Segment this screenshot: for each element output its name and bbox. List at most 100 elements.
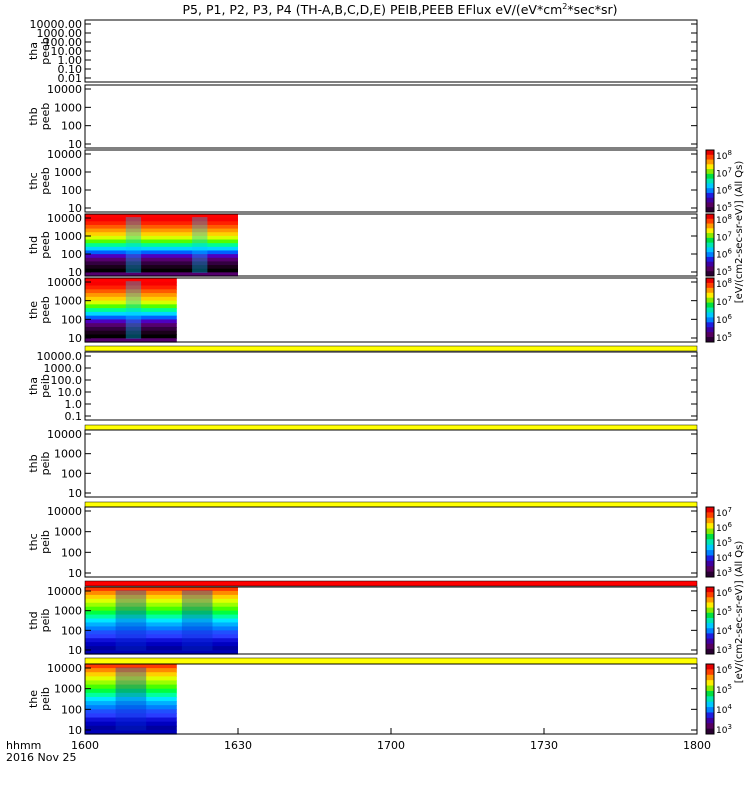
band-yellow — [84, 501, 698, 508]
energy-bin — [85, 642, 238, 647]
colorbar-step — [706, 643, 714, 650]
y-tick-label: 100 — [61, 184, 82, 197]
colorbar-tick-label: 103 — [716, 566, 732, 579]
band-yellow — [84, 424, 698, 431]
energy-bin — [85, 664, 177, 669]
probe-label: thd — [27, 236, 40, 254]
product-label: peib — [39, 452, 52, 476]
energy-bin — [85, 217, 238, 222]
colorbar-frame — [705, 277, 715, 343]
y-tick-label: 10 — [68, 202, 82, 215]
y-tick-label: 10 — [68, 724, 82, 737]
y-tick-label: 100.0 — [51, 374, 83, 387]
panel-label: thb peeb — [27, 103, 52, 131]
energy-bin — [85, 296, 177, 302]
energy-bin — [85, 598, 238, 604]
colorbar-step — [706, 242, 714, 248]
energy-bin — [85, 326, 177, 332]
product-label: peeb — [39, 167, 52, 195]
colorbar-step — [706, 571, 714, 578]
energy-bin — [85, 610, 238, 616]
energy-bin — [85, 614, 238, 620]
colorbar-step — [706, 183, 714, 189]
panel-label: tha peib — [27, 374, 52, 398]
panel-label: thb peib — [27, 452, 52, 476]
time-format-label: hhmm — [6, 739, 41, 752]
colorbar-tick-label: 108 — [716, 213, 732, 226]
colorbar-step — [706, 707, 714, 713]
energy-bin — [85, 684, 177, 690]
y-tick-label: 1000 — [54, 166, 82, 179]
y-tick-label: 1000 — [54, 101, 82, 114]
x-tick-label: 1730 — [530, 739, 558, 752]
colorbar-step — [706, 256, 714, 263]
probe-label: thc — [27, 172, 40, 189]
colorbar-step — [706, 607, 714, 614]
energy-bin — [85, 713, 177, 719]
colorbar-thc-peeb: 108 107 106 105 — [705, 149, 732, 214]
energy-bin — [85, 646, 238, 651]
energy-bin — [85, 594, 238, 600]
product-label: peib — [39, 687, 52, 711]
product-label: peeb — [39, 37, 52, 65]
y-tick-label: 10000 — [47, 212, 82, 225]
energy-bin — [85, 721, 177, 727]
energy-bin — [85, 221, 238, 226]
colorbar-tick-label: 103 — [716, 643, 732, 656]
probe-label: thb — [27, 454, 40, 472]
energy-bin — [85, 330, 177, 336]
y-tick-label: 1000.00 — [37, 27, 83, 40]
energy-bin — [85, 278, 177, 283]
panel-label: the peeb — [27, 296, 52, 324]
energy-bin — [85, 680, 177, 686]
probe-label: the — [27, 690, 40, 708]
colorbar-step — [706, 282, 714, 289]
colorbar-tick-label: 105 — [716, 536, 732, 549]
colorbar-step — [706, 237, 714, 244]
colorbar-step — [706, 507, 714, 513]
colorbar-step — [706, 247, 714, 253]
energy-bin — [85, 606, 238, 612]
panel-the-peeb: 10000 1000 100 10 the peeb — [27, 276, 698, 345]
energy-bin — [85, 692, 177, 698]
y-tick-labels: 10000 1000 100 10 — [47, 212, 697, 279]
energy-bin — [85, 618, 238, 624]
y-tick-label: 0.1 — [65, 410, 83, 423]
energy-bin — [85, 261, 238, 266]
time-feature — [115, 590, 147, 651]
colorbar-tick-label: 106 — [716, 586, 732, 599]
spectrogram-thd-peib — [85, 587, 238, 655]
colorbar-tick-label: 106 — [716, 248, 732, 261]
energy-bin — [85, 696, 177, 702]
colorbar-step — [706, 696, 714, 703]
y-tick-label: 10000.00 — [30, 18, 83, 31]
product-label: peib — [39, 609, 52, 633]
colorbar-step — [706, 517, 714, 524]
panel-frame — [84, 213, 698, 277]
energy-bin — [85, 300, 177, 305]
colorbar-step — [706, 164, 714, 170]
colorbar-step — [706, 150, 714, 156]
panel-label: thc peib — [27, 530, 52, 554]
colorbar-tick-label: 106 — [716, 521, 732, 534]
colorbar-tick-label: 105 — [716, 331, 732, 344]
panel-label: the peib — [27, 687, 52, 711]
y-tick-label: 1000 — [54, 230, 82, 243]
energy-bin — [85, 590, 238, 596]
energy-bin — [85, 272, 238, 277]
probe-label: thd — [27, 611, 40, 629]
colorbar-step — [706, 297, 714, 304]
colorbar-step — [706, 528, 714, 535]
colorbar-step — [706, 617, 714, 624]
y-tick-label: 100 — [61, 467, 82, 480]
colorbar-title-electrons-text: [eV/(cm2-sec-sr-eV)] (All Qs) — [734, 161, 745, 304]
y-tick-label: 1.0 — [65, 398, 83, 411]
panel-thc-peeb: 10000 1000 100 10 thc peeb — [27, 148, 698, 215]
x-tick-labels: 1600 1630 1700 1730 1800 — [71, 728, 711, 752]
energy-bin — [85, 701, 177, 706]
y-tick-label: 10000 — [47, 148, 82, 161]
energy-bin — [85, 285, 177, 290]
energy-bin — [85, 668, 177, 673]
colorbar-step — [706, 169, 714, 175]
